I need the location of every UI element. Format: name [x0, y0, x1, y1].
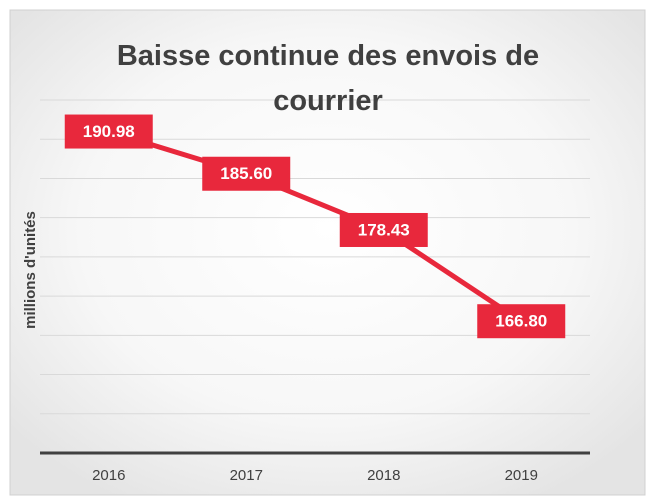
data-label-text: 185.60 — [220, 164, 272, 183]
data-label-box — [339, 212, 428, 247]
x-tick-label: 2016 — [92, 467, 125, 484]
data-label-text: 178.43 — [358, 220, 410, 239]
x-tick-label: 2019 — [505, 467, 538, 484]
x-tick-label: 2017 — [230, 467, 263, 484]
data-label-box — [202, 156, 291, 191]
y-axis-label: millions d'unités — [22, 211, 39, 329]
data-label: 178.43 — [339, 212, 428, 247]
data-label: 185.60 — [202, 156, 291, 191]
data-label-text: 190.98 — [83, 122, 135, 141]
data-label: 166.80 — [477, 304, 566, 339]
data-label: 190.98 — [64, 114, 153, 149]
data-label-box — [477, 304, 566, 339]
data-line — [108, 129, 523, 324]
data-label-box — [64, 114, 153, 149]
x-tick-label: 2018 — [367, 467, 400, 484]
chart-title: Baisse continue des envois de courrier — [116, 40, 540, 117]
data-label-text: 166.80 — [495, 312, 547, 331]
